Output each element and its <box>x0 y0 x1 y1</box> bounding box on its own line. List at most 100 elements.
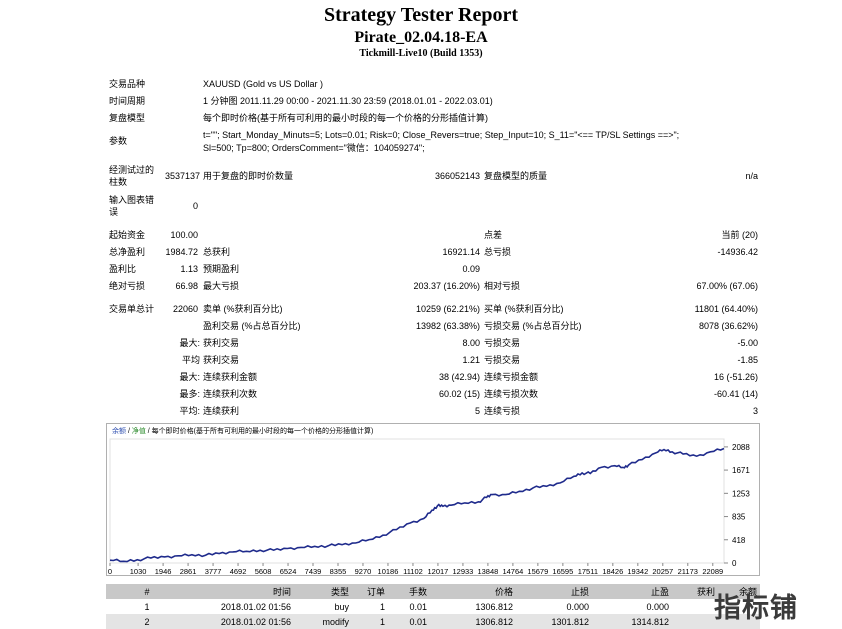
x-tick-label: 12017 <box>428 567 449 576</box>
y-tick-label: 1253 <box>732 489 750 498</box>
chart-title-balance: 余额 <box>112 428 126 435</box>
max-cons-losses-value: 16 (-51.26) <box>713 372 758 382</box>
balance-line <box>109 447 725 563</box>
x-tick-label: 20257 <box>652 567 673 576</box>
cell-profit <box>672 599 718 614</box>
cell-type: modify <box>294 614 352 629</box>
symbol-label: 交易品种 <box>109 79 146 89</box>
x-tick-label: 1946 <box>155 567 172 576</box>
x-tick-label: 3777 <box>205 567 222 576</box>
rel-drawdown-label: 相对亏损 <box>484 281 521 291</box>
cell-time: 2018.01.02 01:56 <box>188 614 294 629</box>
col-header-index: # <box>106 584 188 599</box>
maximal-cons-loss-value: -60.41 (14) <box>713 389 758 399</box>
cell-price: 1306.812 <box>475 601 513 612</box>
x-tick-label: 7439 <box>305 567 322 576</box>
abs-drawdown-label: 绝对亏损 <box>109 281 146 291</box>
symbol-value: XAUUSD (Gold vs US Dollar ) <box>203 79 324 89</box>
average-prefix: 平均 <box>181 355 200 365</box>
max-cons-losses-label: 连续亏损金额 <box>484 372 539 382</box>
x-tick-label: 14764 <box>502 567 523 576</box>
col-header-lots: 手数 <box>388 584 430 599</box>
plot-area <box>109 438 725 564</box>
cell-lots: 0.01 <box>388 614 430 629</box>
avg-profit-value: 1.21 <box>462 355 480 365</box>
x-tick-label: 9270 <box>355 567 372 576</box>
cell-price: 1306.812 <box>430 614 516 629</box>
x-tick-label: 5608 <box>255 567 272 576</box>
initial-deposit-value: 100.00 <box>170 230 198 240</box>
avg-cons-prefix: 平均: <box>179 406 200 416</box>
x-tick-label: 0 <box>108 567 112 576</box>
chart-title: 余额 / 净值 / 每个即时价格(基于所有可利用的最小时段的每一个价格的分形插值… <box>112 426 373 436</box>
avg-loss-value: -1.85 <box>737 355 758 365</box>
x-tick-label: 12933 <box>452 567 473 576</box>
x-tick-label: 19342 <box>627 567 648 576</box>
maximal-prefix: 最多: <box>179 389 200 399</box>
net-profit-label: 总净盈利 <box>109 247 146 257</box>
total-trades-label: 交易单总计 <box>109 304 155 314</box>
x-tick-label: 10186 <box>378 567 399 576</box>
quality-value: n/a <box>745 171 758 181</box>
spread-label: 点差 <box>484 230 503 240</box>
cell-sl: 1301.812 <box>516 614 592 629</box>
chart-title-equity: 净值 <box>131 428 146 435</box>
col-header-type: 类型 <box>294 584 352 599</box>
report-title: Strategy Tester Report <box>323 4 519 26</box>
loss-trades-label: 亏损交易 (%占总百分比) <box>484 321 582 331</box>
cell-profit <box>672 614 718 629</box>
server-build: Tickmill-Live10 (Build 1353) <box>359 48 483 59</box>
x-tick-label: 18426 <box>602 567 623 576</box>
balance-chart: 2088 1671 1253 835 418 0 0 1030 1946 2861 3777 4692… <box>106 423 760 576</box>
gross-profit-value: 16921.14 <box>442 247 480 257</box>
avg-cons-wins-label: 连续获利 <box>203 406 240 416</box>
cell-index: 1 <box>144 601 150 612</box>
short-positions-value: 10259 (62.21%) <box>415 304 480 314</box>
y-tick-label: 2088 <box>732 443 750 452</box>
cell-index: 2 <box>106 614 188 629</box>
largest-loss-value: -5.00 <box>737 338 758 348</box>
errors-label-2: 误 <box>109 207 119 217</box>
initial-deposit-label: 起始资金 <box>109 230 146 240</box>
abs-drawdown-value: 66.98 <box>175 281 198 291</box>
x-tick-label: 22089 <box>702 567 723 576</box>
loss-trades-value: 8078 (36.62%) <box>698 321 758 331</box>
watermark-logo: 指标铺 <box>714 593 798 623</box>
table-row: 1 2018.01.02 01:56 buy 1 0.01 1306.812 0… <box>106 599 760 614</box>
col-header-price: 价格 <box>430 584 516 599</box>
y-tick-label: 835 <box>732 513 746 522</box>
chart-title-sep: / <box>126 428 132 435</box>
bars-value: 3537137 <box>164 171 200 181</box>
params-line-1: t=""; Start_Monday_Minuts=5; Lots=0.01; … <box>203 130 680 140</box>
ea-name: Pirate_02.04.18-EA <box>354 29 488 46</box>
y-tick-label: 0 <box>732 559 737 568</box>
long-positions-value: 11801 (64.40%) <box>694 304 758 314</box>
short-positions-label: 卖单 (%获利百分比) <box>203 304 283 314</box>
x-tick-label: 15679 <box>527 567 548 576</box>
x-tick-label: 17511 <box>578 567 598 576</box>
bars-label-2: 柱数 <box>109 177 128 187</box>
cell-sl: 0.000 <box>566 601 589 612</box>
profit-factor-value: 1.13 <box>180 264 198 274</box>
gross-profit-label: 总获利 <box>203 247 231 257</box>
errors-label-1: 输入图表错 <box>109 195 155 205</box>
col-header-balance: 余额 <box>718 584 760 599</box>
col-header-profit: 获利 <box>672 584 718 599</box>
largest-prefix: 最大: <box>179 338 200 348</box>
gross-loss-value: -14936.42 <box>717 247 758 257</box>
avg-cons-losses-value: 3 <box>752 406 758 416</box>
cell-order: 1 <box>352 614 388 629</box>
x-tick-label: 4692 <box>230 567 247 576</box>
expected-payoff-label: 预期盈利 <box>203 264 240 274</box>
x-tick-label: 16595 <box>552 567 573 576</box>
ticks-label: 用于复盘的即时价数量 <box>203 171 294 181</box>
cell-tp: 0.000 <box>646 601 669 612</box>
trades-table: # 时间 类型 订单 手数 价格 止损 止盈 获利 余额 1 2018.01.0… <box>106 584 760 629</box>
largest-profit-label: 获利交易 <box>203 338 240 348</box>
gross-loss-label: 总亏损 <box>484 247 512 257</box>
bars-label-1: 经测试过的 <box>109 165 155 175</box>
cell-tp: 1314.812 <box>592 614 672 629</box>
avg-cons-wins-value: 5 <box>474 406 480 416</box>
col-header-sl: 止损 <box>516 584 592 599</box>
max-drawdown-label: 最大亏损 <box>203 281 240 291</box>
